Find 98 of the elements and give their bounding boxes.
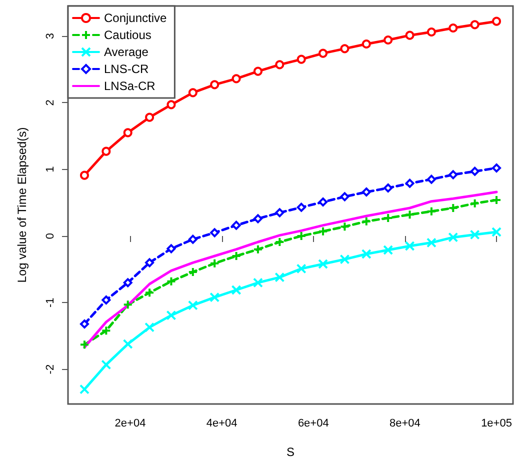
y-tick-label: -2 bbox=[44, 364, 56, 374]
y-tick-label: 2 bbox=[44, 100, 56, 106]
point bbox=[274, 272, 285, 282]
point bbox=[470, 198, 480, 208]
point bbox=[144, 288, 155, 298]
point bbox=[492, 164, 502, 172]
legend-label: Average bbox=[104, 45, 149, 59]
x-tick-label: 1e+05 bbox=[481, 418, 512, 430]
point bbox=[492, 227, 502, 237]
point bbox=[296, 202, 306, 212]
point bbox=[122, 300, 133, 310]
point bbox=[492, 195, 502, 205]
point bbox=[252, 278, 263, 288]
point bbox=[340, 192, 350, 202]
point bbox=[210, 258, 220, 268]
legend-label: Cautious bbox=[104, 28, 152, 42]
legend-label: LNSa-CR bbox=[104, 79, 156, 93]
y-tick-label: 0 bbox=[44, 232, 56, 240]
x-tick-label: 2e+04 bbox=[114, 418, 146, 430]
point bbox=[188, 234, 198, 244]
y-tick-label: 3 bbox=[44, 32, 56, 40]
point bbox=[426, 174, 436, 184]
point bbox=[448, 170, 458, 180]
point bbox=[274, 237, 285, 247]
x-tick-label: 8e+04 bbox=[390, 418, 420, 430]
point bbox=[232, 74, 241, 84]
point bbox=[145, 258, 154, 268]
point bbox=[318, 198, 328, 206]
point bbox=[252, 244, 263, 254]
y-tick-label: 1 bbox=[44, 166, 56, 172]
y-tick-label: -1 bbox=[44, 298, 56, 308]
point bbox=[296, 231, 306, 241]
point bbox=[470, 166, 480, 176]
point bbox=[383, 213, 394, 223]
x-tick-label: 4e+04 bbox=[206, 418, 238, 430]
point bbox=[362, 40, 371, 48]
point bbox=[188, 267, 198, 277]
point bbox=[253, 66, 262, 76]
point bbox=[101, 326, 112, 336]
point bbox=[210, 292, 220, 302]
point bbox=[318, 259, 328, 269]
legend-label: LNS-CR bbox=[104, 62, 150, 76]
legend-label: Conjunctive bbox=[104, 11, 168, 25]
point bbox=[79, 384, 90, 394]
x-axis-title: S bbox=[286, 445, 295, 459]
point bbox=[361, 249, 372, 259]
point bbox=[123, 128, 132, 138]
point bbox=[404, 210, 415, 220]
y-axis-title: Log value of Time Elapsed(s) bbox=[15, 127, 29, 283]
point bbox=[405, 178, 414, 188]
x-tick-label: 6e+04 bbox=[298, 418, 329, 430]
point bbox=[80, 320, 89, 328]
point bbox=[166, 310, 176, 320]
point bbox=[123, 278, 132, 288]
point bbox=[102, 296, 111, 304]
point bbox=[80, 170, 89, 180]
point bbox=[166, 100, 176, 110]
point bbox=[448, 24, 458, 32]
point bbox=[231, 251, 242, 261]
point bbox=[340, 222, 350, 232]
point bbox=[253, 214, 262, 224]
point bbox=[404, 241, 415, 251]
point bbox=[101, 360, 112, 370]
point bbox=[122, 339, 133, 349]
point bbox=[448, 203, 458, 213]
point bbox=[232, 220, 241, 230]
point bbox=[102, 146, 111, 156]
point bbox=[340, 254, 350, 264]
point bbox=[318, 226, 328, 236]
point bbox=[426, 206, 436, 216]
point bbox=[296, 264, 306, 274]
point bbox=[448, 232, 458, 242]
point bbox=[296, 54, 306, 64]
point bbox=[426, 28, 436, 36]
point bbox=[383, 245, 394, 255]
point bbox=[492, 16, 502, 26]
point bbox=[166, 276, 176, 286]
point bbox=[426, 238, 436, 248]
point bbox=[362, 188, 371, 196]
point bbox=[384, 36, 393, 44]
point bbox=[340, 44, 350, 54]
point bbox=[188, 300, 198, 310]
point bbox=[79, 340, 90, 350]
point bbox=[166, 244, 176, 254]
point bbox=[405, 30, 414, 40]
point bbox=[470, 230, 480, 240]
point bbox=[470, 20, 480, 30]
point bbox=[144, 322, 155, 332]
point bbox=[384, 184, 393, 192]
point bbox=[188, 88, 198, 98]
point bbox=[210, 228, 220, 238]
point bbox=[361, 216, 372, 226]
point bbox=[210, 80, 220, 90]
point bbox=[275, 60, 284, 70]
point bbox=[231, 285, 242, 295]
point bbox=[318, 48, 328, 58]
point bbox=[275, 208, 284, 218]
point bbox=[145, 112, 154, 122]
